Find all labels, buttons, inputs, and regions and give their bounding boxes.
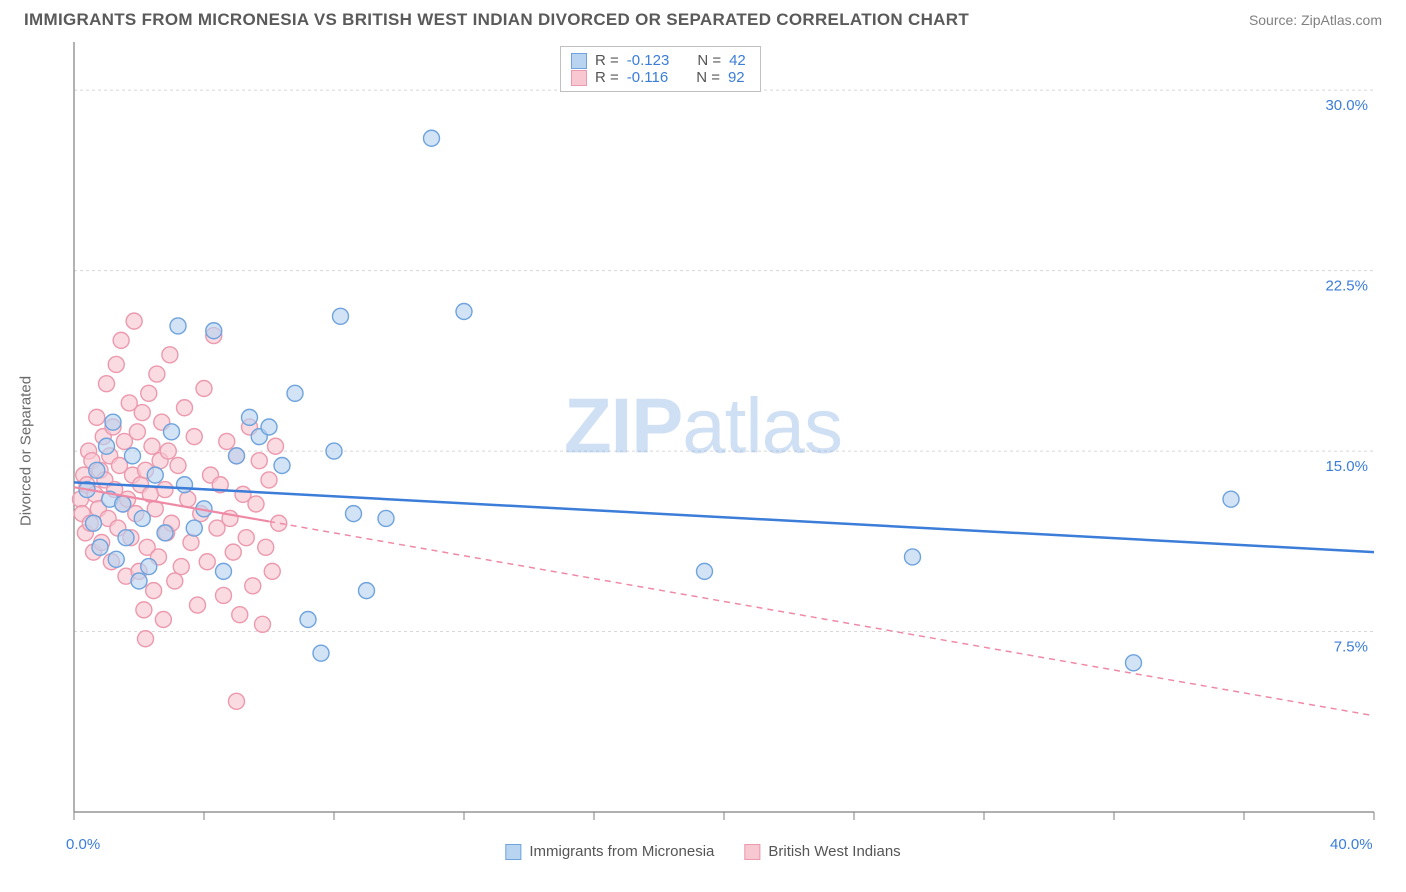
source-label: Source:	[1249, 12, 1297, 28]
n-label: N =	[696, 69, 720, 86]
x-axis-min-label: 0.0%	[66, 836, 100, 853]
svg-text:22.5%: 22.5%	[1325, 278, 1368, 295]
correlation-legend: R = -0.123 N = 42 R = -0.116 N = 92	[560, 46, 761, 92]
svg-text:7.5%: 7.5%	[1334, 639, 1368, 656]
svg-text:30.0%: 30.0%	[1325, 97, 1368, 114]
r-label: R =	[595, 52, 619, 69]
r-label: R =	[595, 69, 619, 86]
legend-label: Immigrants from Micronesia	[529, 843, 714, 860]
y-axis-label: Divorced or Separated	[18, 376, 35, 526]
r-value: -0.123	[627, 52, 670, 69]
svg-text:15.0%: 15.0%	[1325, 458, 1368, 475]
n-value: 42	[729, 52, 746, 69]
title-bar: IMMIGRANTS FROM MICRONESIA VS BRITISH WE…	[0, 0, 1406, 36]
legend-item: British West Indians	[744, 843, 900, 860]
chart-svg: 7.5% 15.0% 22.5% 30.0%	[20, 36, 1386, 866]
n-value: 92	[728, 69, 745, 86]
series-legend: Immigrants from Micronesia British West I…	[505, 843, 900, 860]
legend-row: R = -0.116 N = 92	[571, 69, 746, 86]
r-value: -0.116	[627, 69, 668, 86]
chart-title: IMMIGRANTS FROM MICRONESIA VS BRITISH WE…	[24, 10, 969, 30]
legend-swatch	[571, 70, 587, 86]
legend-swatch	[505, 844, 521, 860]
chart-area: Divorced or Separated ZIPatlas 7.5%15.0%…	[20, 36, 1386, 866]
legend-swatch	[744, 844, 760, 860]
legend-swatch	[571, 53, 587, 69]
source: Source: ZipAtlas.com	[1249, 12, 1382, 28]
source-link[interactable]: ZipAtlas.com	[1301, 12, 1382, 28]
x-axis-max-label: 40.0%	[1330, 836, 1373, 853]
legend-label: British West Indians	[768, 843, 900, 860]
n-label: N =	[697, 52, 721, 69]
legend-row: R = -0.123 N = 42	[571, 52, 746, 69]
legend-item: Immigrants from Micronesia	[505, 843, 714, 860]
